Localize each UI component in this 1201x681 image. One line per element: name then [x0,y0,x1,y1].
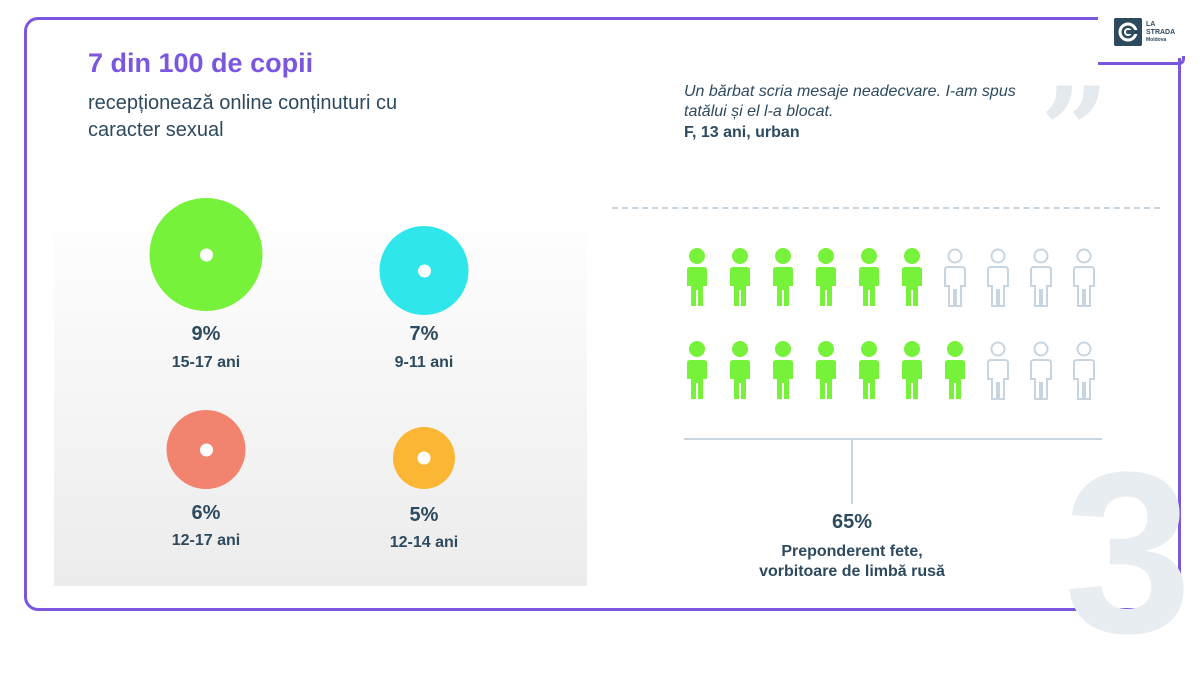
stat-age: 9-11 ani [394,354,454,371]
person-empty-icon [1030,248,1052,307]
stat-value: 5% [409,504,439,526]
logo-text-line2: STRADA [1146,29,1176,36]
person-filled-icon [816,341,836,399]
person-filled-icon [730,341,750,399]
stat-value: 9% [191,323,221,345]
age-stats-panel: 9% 15-17 ani 7% 9-11 ani 6% 12-17 ani 5%… [54,198,587,586]
content-frame [24,17,1181,611]
stat-age: 15-17 ani [171,354,241,371]
share-description: Preponderent fete, vorbitoare de limbă r… [727,542,977,582]
stat-circle [149,198,263,311]
page-number: 3 [1064,424,1192,681]
person-empty-icon [987,341,1009,400]
page-subtitle: recepționează online conținuturi cu cara… [88,92,398,141]
person-empty-icon [1030,341,1052,400]
page-title: 7 din 100 de copii [88,48,314,78]
stat-circle [166,410,246,489]
person-filled-icon [687,341,707,399]
person-filled-icon [902,341,922,399]
share-description-line1: Preponderent fete, [781,543,923,560]
stat-circle [379,226,469,315]
stat-value: 7% [409,323,439,345]
la-strada-logo-icon [1114,18,1142,46]
quote-author: F, 13 ani, urban [684,124,800,141]
person-filled-icon [902,248,922,306]
person-empty-icon [1073,248,1095,307]
la-strada-logo: LA STRADA Moldova [1114,17,1175,47]
person-empty-icon [944,248,966,307]
stat-value: 6% [191,502,221,524]
bracket-line [684,438,1102,440]
share-value: 65% [831,511,873,533]
bracket-stem [851,438,853,504]
people-chart [684,248,1104,408]
logo-text-line1: LA [1146,21,1156,28]
person-filled-icon [687,248,707,306]
person-filled-icon [730,248,750,306]
person-filled-icon [773,341,793,399]
person-filled-icon [945,341,965,399]
stat-circle [393,427,455,489]
person-empty-icon [1073,341,1095,400]
quote-mark-icon: ” [1040,61,1110,202]
person-filled-icon [859,341,879,399]
person-filled-icon [773,248,793,306]
stat-age: 12-14 ani [389,534,459,551]
person-empty-icon [987,248,1009,307]
logo-text: LA STRADA Moldova [1146,21,1175,43]
person-filled-icon [859,248,879,306]
logo-bracket [1098,56,1185,65]
share-description-line2: vorbitoare de limbă rusă [759,563,945,580]
stat-age: 12-17 ani [171,532,241,549]
person-filled-icon [816,248,836,306]
logo-text-line3: Moldova [1146,37,1167,43]
dashed-divider [612,207,1160,209]
quote-text: Un bărbat scria mesaje neadecvare. I-am … [684,83,1016,120]
